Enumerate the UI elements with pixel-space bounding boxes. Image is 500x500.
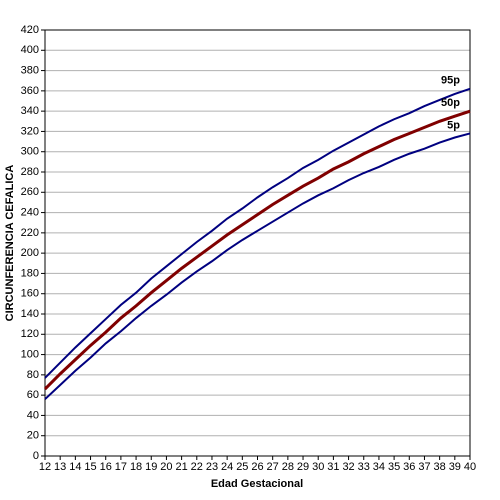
x-tick-label: 40 [464,461,476,473]
series-line [44,132,471,400]
x-tick-label: 17 [115,461,127,473]
y-tick-label: 340 [21,105,39,117]
y-tick-label: 120 [21,328,39,340]
y-tick-label: 20 [27,430,39,442]
x-tick-label: 37 [418,461,430,473]
x-tick-label: 22 [191,461,203,473]
y-tick-label: 280 [21,166,39,178]
x-tick-label: 19 [145,461,157,473]
x-tick-label: 36 [403,461,415,473]
y-axis-label: CIRCUNFERENCIA CEFALICA [4,165,16,322]
y-tick-label: 420 [21,24,39,36]
x-axis-label: Edad Gestacional [211,478,303,490]
y-tick-label: 200 [21,247,39,259]
plot-frame [44,29,471,457]
y-tick-label: 100 [21,348,39,360]
y-tick-label: 220 [21,227,39,239]
y-tick-label: 160 [21,288,39,300]
x-tick-label: 38 [434,461,446,473]
series-label: 5p [447,119,460,131]
x-tick-label: 24 [221,461,233,473]
y-tick-label: 60 [27,389,39,401]
y-tick-label: 260 [21,186,39,198]
x-tick-label: 20 [160,461,172,473]
x-tick-label: 29 [297,461,309,473]
x-tick-label: 13 [54,461,66,473]
x-tick-label: 25 [236,461,248,473]
y-tick-label: 180 [21,267,39,279]
x-tick-label: 39 [449,461,461,473]
x-tick-label: 18 [130,461,142,473]
x-tick-label: 16 [100,461,112,473]
x-tick-label: 15 [84,461,96,473]
x-tick-label: 35 [388,461,400,473]
y-tick-label: 140 [21,308,39,320]
series-line [43,109,471,391]
series-label: 50p [441,97,460,109]
x-tick-label: 30 [312,461,324,473]
x-tick-label: 34 [373,461,385,473]
x-tick-label: 33 [358,461,370,473]
y-tick-label: 40 [27,409,39,421]
y-tick-label: 240 [21,206,39,218]
x-tick-label: 32 [342,461,354,473]
x-tick-label: 12 [39,461,51,473]
x-tick-label: 27 [267,461,279,473]
x-tick-label: 23 [206,461,218,473]
series-label: 95p [441,75,460,87]
x-tick-label: 21 [175,461,187,473]
x-tick-label: 31 [327,461,339,473]
x-tick-label: 28 [282,461,294,473]
x-tick-label: 14 [69,461,81,473]
series-line [44,87,471,379]
y-tick-label: 400 [21,44,39,56]
y-tick-label: 320 [21,125,39,137]
y-tick-label: 0 [33,450,39,462]
y-tick-label: 380 [21,64,39,76]
x-tick-label: 26 [251,461,263,473]
y-tick-label: 360 [21,85,39,97]
y-tick-label: 80 [27,369,39,381]
y-tick-label: 300 [21,146,39,158]
